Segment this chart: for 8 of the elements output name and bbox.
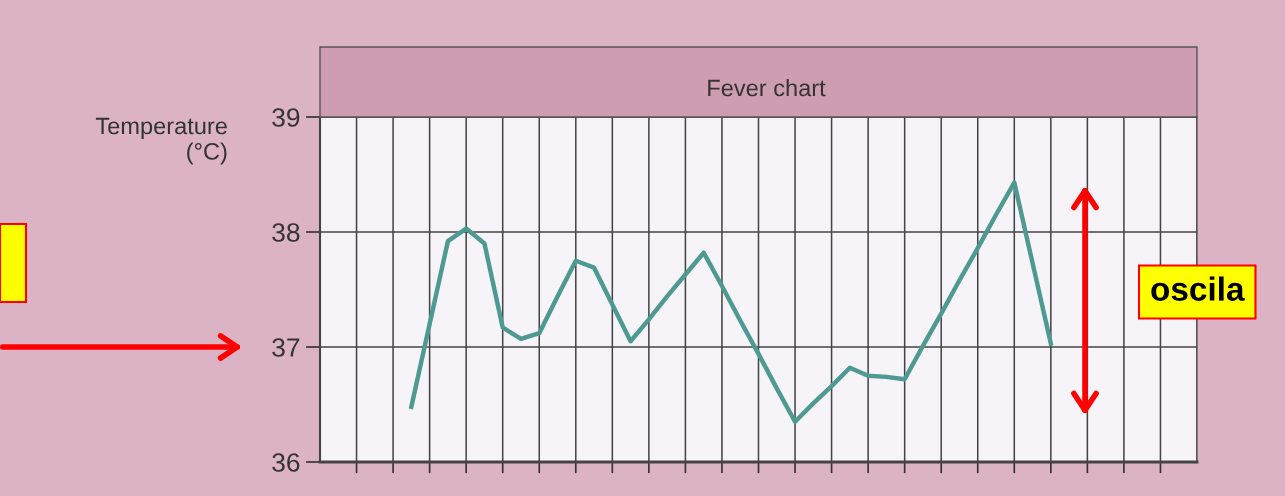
y-tick-label: 38 (272, 223, 300, 242)
y-tick-label: 37 (272, 338, 300, 357)
y-tick-label: 36 (272, 453, 300, 472)
y-axis-title: Temperature (°C) (95, 117, 227, 165)
y-tick-label: 39 (272, 108, 300, 127)
annotation: oscila (1151, 276, 1245, 301)
line-series (409, 180, 1054, 424)
chart-title: Fever chart (708, 79, 826, 97)
